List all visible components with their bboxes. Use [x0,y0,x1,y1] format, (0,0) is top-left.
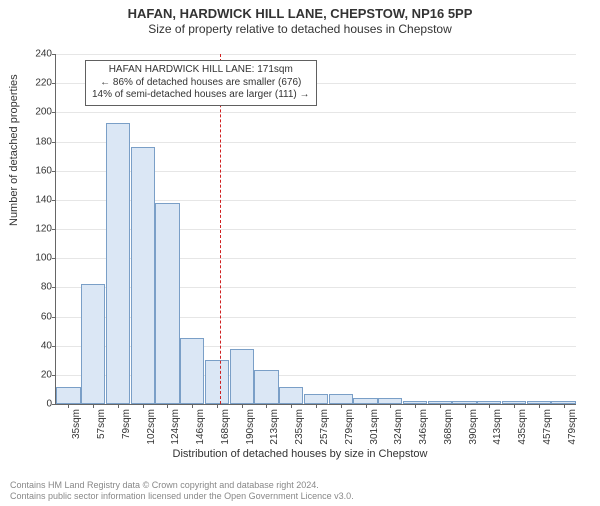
x-tick-label: 79sqm [121,409,132,439]
footer-attribution: Contains HM Land Registry data © Crown c… [10,480,590,503]
x-tick-mark [539,404,540,408]
x-tick-mark [415,404,416,408]
y-tick-mark [52,112,56,113]
annotation-line-2: ← 86% of detached houses are smaller (67… [92,77,310,90]
x-tick-label: 346sqm [418,409,429,445]
y-tick-label: 220 [22,78,52,89]
gridline [56,112,576,113]
x-tick-label: 102sqm [146,409,157,445]
y-tick-mark [52,83,56,84]
histogram-bar [81,284,105,404]
x-tick-mark [68,404,69,408]
histogram-bar [106,123,130,404]
x-tick-label: 301sqm [369,409,380,445]
x-tick-mark [167,404,168,408]
histogram-bar [254,370,278,404]
y-tick-mark [52,229,56,230]
x-tick-mark [465,404,466,408]
chart-area: 02040608010012014016018020022024035sqm57… [55,54,575,404]
y-tick-mark [52,54,56,55]
histogram-bar [230,349,254,404]
x-tick-label: 168sqm [220,409,231,445]
y-tick-label: 40 [22,340,52,351]
y-tick-label: 160 [22,165,52,176]
x-tick-mark [440,404,441,408]
y-tick-mark [52,171,56,172]
histogram-bar [329,394,353,404]
y-tick-label: 20 [22,369,52,380]
x-tick-mark [564,404,565,408]
x-tick-mark [291,404,292,408]
x-tick-label: 390sqm [468,409,479,445]
x-tick-label: 213sqm [269,409,280,445]
x-tick-mark [341,404,342,408]
x-tick-mark [118,404,119,408]
y-axis-label: Number of detached properties [8,74,20,226]
x-tick-label: 324sqm [393,409,404,445]
annotation-box: HAFAN HARDWICK HILL LANE: 171sqm ← 86% o… [85,60,317,106]
x-tick-mark [514,404,515,408]
y-tick-label: 200 [22,107,52,118]
x-tick-mark [143,404,144,408]
x-tick-label: 457sqm [542,409,553,445]
x-tick-mark [93,404,94,408]
x-tick-label: 190sqm [245,409,256,445]
x-tick-label: 35sqm [71,409,82,439]
y-tick-mark [52,375,56,376]
x-tick-label: 57sqm [96,409,107,439]
x-tick-mark [217,404,218,408]
page-subtitle: Size of property relative to detached ho… [0,22,600,36]
y-tick-label: 140 [22,194,52,205]
plot-region: 02040608010012014016018020022024035sqm57… [55,54,576,405]
x-tick-label: 435sqm [517,409,528,445]
histogram-bar [180,338,204,404]
x-tick-label: 368sqm [443,409,454,445]
x-tick-mark [390,404,391,408]
y-tick-label: 60 [22,311,52,322]
reference-line [220,54,221,404]
x-tick-mark [192,404,193,408]
histogram-bar [205,360,229,404]
y-tick-label: 240 [22,49,52,60]
page-title: HAFAN, HARDWICK HILL LANE, CHEPSTOW, NP1… [0,6,600,21]
x-tick-mark [242,404,243,408]
x-tick-label: 279sqm [344,409,355,445]
footer-line-1: Contains HM Land Registry data © Crown c… [10,480,590,491]
histogram-bar [279,387,303,405]
histogram-bar [131,147,155,404]
gridline [56,142,576,143]
histogram-bar [155,203,179,404]
x-tick-mark [366,404,367,408]
histogram-bar [304,394,328,404]
y-tick-label: 0 [22,399,52,410]
gridline [56,54,576,55]
y-tick-label: 80 [22,282,52,293]
x-tick-mark [316,404,317,408]
y-tick-mark [52,200,56,201]
y-tick-mark [52,346,56,347]
x-tick-label: 235sqm [294,409,305,445]
x-tick-label: 124sqm [170,409,181,445]
y-tick-mark [52,287,56,288]
annotation-line-3: 14% of semi-detached houses are larger (… [92,89,310,102]
x-tick-label: 146sqm [195,409,206,445]
footer-line-2: Contains public sector information licen… [10,491,590,502]
y-tick-mark [52,142,56,143]
y-tick-mark [52,317,56,318]
x-tick-mark [489,404,490,408]
x-axis-label: Distribution of detached houses by size … [0,448,600,460]
y-tick-mark [52,258,56,259]
x-tick-mark [266,404,267,408]
x-tick-label: 413sqm [492,409,503,445]
annotation-line-1: HAFAN HARDWICK HILL LANE: 171sqm [92,64,310,77]
y-tick-label: 180 [22,136,52,147]
y-tick-label: 100 [22,253,52,264]
x-tick-label: 479sqm [567,409,578,445]
y-tick-mark [52,404,56,405]
x-tick-label: 257sqm [319,409,330,445]
histogram-bar [56,387,80,405]
y-tick-label: 120 [22,224,52,235]
